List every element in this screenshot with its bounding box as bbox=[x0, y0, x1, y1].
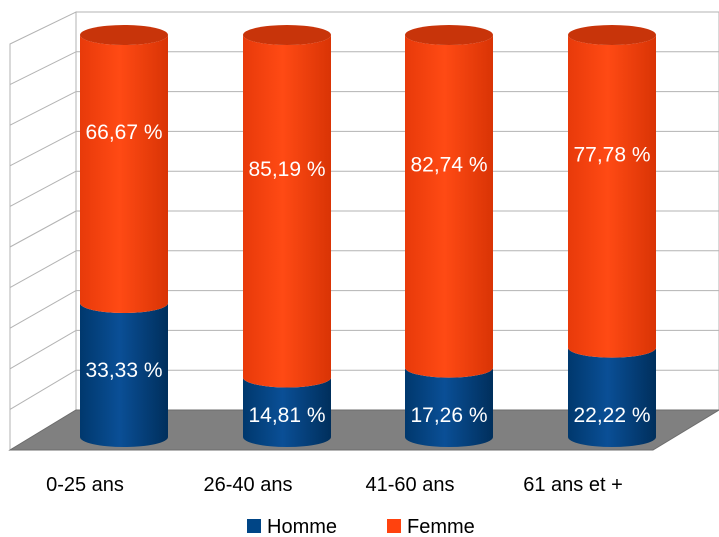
gridline-side bbox=[9, 51, 77, 86]
bar-femme bbox=[405, 35, 493, 378]
gridline-side bbox=[9, 369, 77, 410]
legend: Homme Femme bbox=[247, 516, 475, 537]
category-labels: 0-25 ans 26-40 ans 41-60 ans 61 ans et + bbox=[46, 474, 623, 496]
data-label: 66,67 % bbox=[85, 121, 162, 144]
bar-top-cap bbox=[568, 25, 656, 45]
bar-segment-homme bbox=[568, 347, 656, 447]
bar-homme bbox=[568, 347, 656, 447]
data-label: 33,33 % bbox=[85, 359, 162, 382]
legend-swatch bbox=[387, 519, 401, 533]
legend-item-homme: Homme bbox=[247, 516, 337, 537]
category-label: 61 ans et + bbox=[523, 474, 623, 496]
data-label: 22,22 % bbox=[573, 404, 650, 427]
data-label: 82,74 % bbox=[410, 153, 487, 176]
bar-top-cap bbox=[405, 25, 493, 45]
bar-top-cap bbox=[80, 25, 168, 45]
legend-label: Homme bbox=[267, 516, 337, 537]
side-wall bbox=[9, 11, 77, 451]
bar-femme bbox=[243, 35, 331, 388]
legend-item-femme: Femme bbox=[387, 516, 475, 537]
bar-segment-homme bbox=[80, 303, 168, 447]
data-label: 14,81 % bbox=[248, 404, 325, 427]
data-label: 17,26 % bbox=[410, 404, 487, 427]
category-label: 26-40 ans bbox=[204, 474, 293, 496]
bar-homme bbox=[80, 303, 168, 447]
bar-segment-femme bbox=[568, 35, 656, 358]
data-label: 77,78 % bbox=[573, 143, 650, 166]
category-label: 0-25 ans bbox=[46, 474, 124, 496]
legend-swatch bbox=[247, 519, 261, 533]
gridline-side bbox=[9, 250, 77, 289]
category-label: 41-60 ans bbox=[366, 474, 455, 496]
bar-segment-homme bbox=[405, 367, 493, 447]
gridline-side bbox=[9, 290, 77, 329]
gridline-side bbox=[9, 210, 77, 248]
bar-femme bbox=[568, 35, 656, 358]
floor bbox=[8, 409, 719, 451]
gridline-side bbox=[9, 329, 77, 370]
data-label: 85,19 % bbox=[248, 158, 325, 181]
bars: 33,33 % 66,67 % 14,81 % 85,19 % 17,26 % 82,74… bbox=[80, 25, 656, 447]
bar-homme bbox=[405, 367, 493, 447]
gridline-side bbox=[9, 91, 77, 126]
gridline-side bbox=[9, 130, 77, 167]
legend-label: Femme bbox=[407, 516, 475, 537]
bar-top-cap bbox=[243, 25, 331, 45]
bar-segment-femme bbox=[243, 35, 331, 388]
bar-segment-femme bbox=[80, 35, 168, 314]
bar-segment-homme bbox=[243, 377, 331, 447]
gridline-side bbox=[9, 170, 77, 207]
bar-segment-femme bbox=[405, 35, 493, 378]
bar-homme bbox=[243, 377, 331, 447]
bar-femme bbox=[80, 35, 168, 314]
